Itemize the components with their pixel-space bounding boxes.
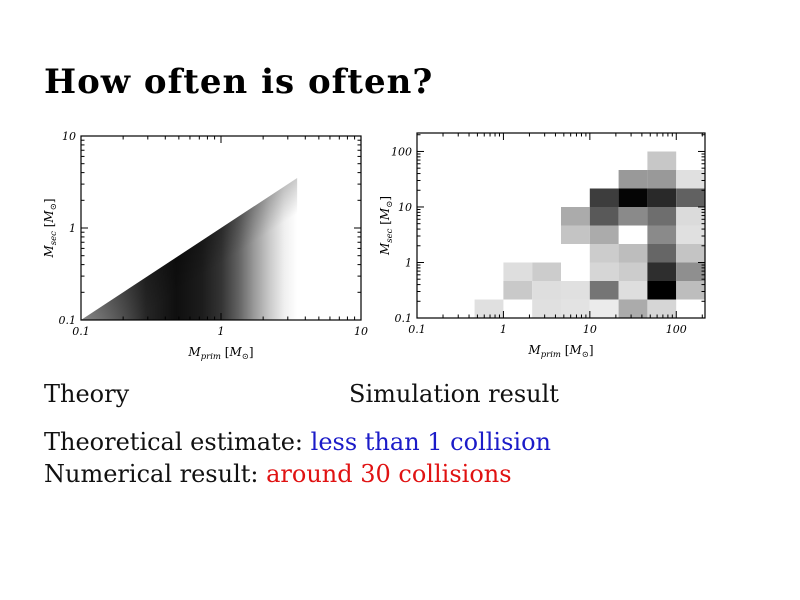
y-tick-label: 10 — [62, 130, 76, 143]
heatmap-cell — [589, 207, 619, 226]
x-tick-label: 1 — [500, 323, 507, 336]
heatmap-cell — [647, 225, 677, 244]
y-tick-label: 1 — [405, 256, 412, 269]
heatmap-cell — [647, 207, 677, 226]
simulation-caption: Simulation result — [349, 380, 559, 408]
numerical-result-line: Numerical result: around 30 collisions — [44, 460, 512, 488]
heatmap-cell — [532, 299, 561, 318]
heatmap-cell — [676, 188, 705, 207]
heatmap-cell — [676, 262, 705, 281]
heatmap-cell — [561, 281, 590, 300]
y-tick-label: 100 — [391, 145, 412, 158]
numerical-result-value: around 30 collisions — [266, 460, 512, 488]
heatmap-cell — [618, 262, 648, 281]
heatmap-cell — [589, 281, 619, 300]
heatmap-cell — [561, 225, 590, 244]
heatmap-cell — [589, 225, 619, 244]
y-tick-label: 1 — [69, 222, 76, 235]
x-axis-label: Mprim [M⊙] — [527, 343, 593, 360]
chart-theory-content — [81, 177, 298, 320]
plot-frame — [416, 132, 706, 319]
heatmap-cell — [618, 170, 648, 189]
heatmap-cell — [474, 299, 504, 318]
theory-plot: 0.1 1 10 10 1 0.1 Mprim [M⊙] Msec [M⊙] — [42, 130, 368, 362]
heatmap-cell — [589, 262, 619, 281]
heatmap-cell — [589, 188, 619, 207]
heatmap-cell — [618, 281, 648, 300]
density-edge-band — [81, 177, 298, 320]
x-tick-label: 0.1 — [408, 323, 426, 336]
heatmap-cell — [618, 244, 648, 263]
heatmap-cell — [676, 207, 705, 226]
heatmap-cell — [532, 281, 561, 300]
slide-title: How often is often? — [44, 62, 434, 102]
heatmap-cell — [618, 188, 648, 207]
heatmap-cell — [676, 225, 705, 244]
x-tick-label: 1 — [218, 325, 225, 338]
y-axis-label: Msec [M⊙] — [42, 198, 59, 258]
heatmap-cell — [647, 188, 677, 207]
y-tick-label: 10 — [398, 201, 412, 214]
heatmap-cell — [503, 281, 533, 300]
simulation-plot: 0.1 1 10 100 100 10 1 0.1 Mprim [M⊙] Msec [M⊙] — [378, 132, 706, 360]
numerical-result-label: Numerical result: — [44, 460, 267, 488]
heatmap-cell — [647, 151, 677, 170]
heatmap-cell — [647, 244, 677, 263]
axis-ticks — [80, 135, 362, 321]
heatmap-cell — [618, 207, 648, 226]
heatmap-cell — [618, 299, 648, 318]
heatmap-cell — [503, 262, 533, 281]
heatmap-cell — [561, 299, 590, 318]
y-axis-label: Msec [M⊙] — [378, 196, 395, 256]
theoretical-estimate-line: Theoretical estimate: less than 1 collis… — [44, 428, 551, 456]
heatmap-cell — [589, 299, 619, 318]
heatmap-cell — [676, 281, 705, 300]
x-tick-label: 10 — [354, 325, 368, 338]
heatmap-cell — [589, 244, 619, 263]
heatmap-cell — [561, 207, 590, 226]
heatmap-cell — [676, 244, 705, 263]
heatmap-cell — [647, 262, 677, 281]
theoretical-estimate-value: less than 1 collision — [310, 428, 551, 456]
heatmap-cell — [676, 170, 705, 189]
axis-ticks — [416, 133, 705, 319]
theoretical-estimate-label: Theoretical estimate: — [44, 428, 311, 456]
y-tick-label: 0.1 — [395, 312, 413, 325]
heatmap-cell — [647, 299, 677, 318]
x-tick-label: 100 — [666, 323, 687, 336]
x-tick-label: 10 — [583, 323, 597, 336]
heatmap-cell — [647, 170, 677, 189]
x-tick-label: 0.1 — [72, 325, 90, 338]
chart-simulation-content — [474, 151, 705, 318]
heatmap-cell — [647, 281, 677, 300]
x-axis-label: Mprim [M⊙] — [187, 345, 253, 362]
y-tick-label: 0.1 — [59, 314, 77, 327]
theory-caption: Theory — [44, 380, 130, 408]
heatmap-cell — [532, 262, 561, 281]
